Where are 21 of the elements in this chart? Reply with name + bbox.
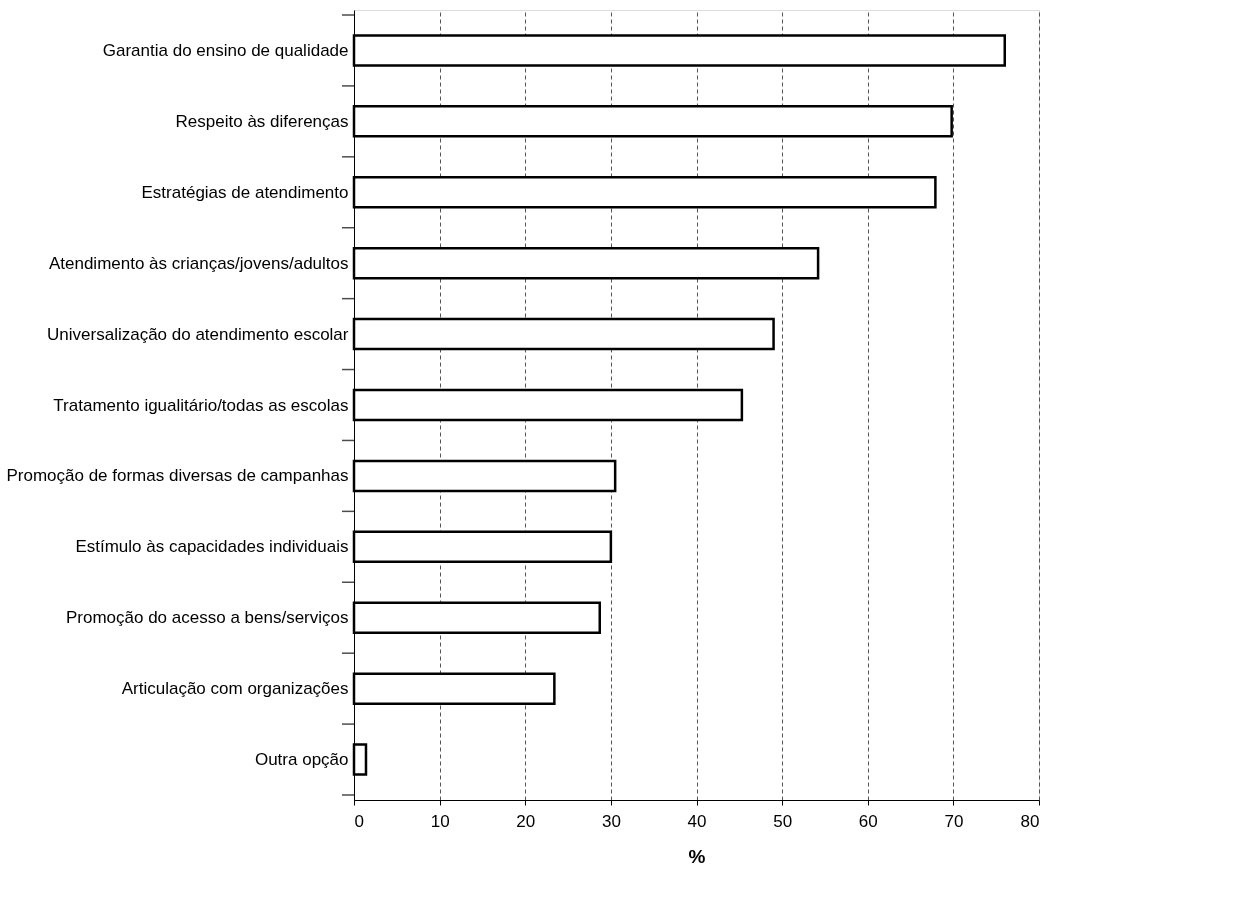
x-tick-label: 70 [944, 811, 964, 831]
y-tick-label: Garantia do ensino de qualidade [102, 40, 349, 60]
y-tick-label: Promoção do acesso a bens/serviços [65, 608, 349, 628]
x-tick-label: 80 [1020, 811, 1040, 831]
y-tick-label: Articulação com organizações [121, 679, 349, 699]
x-tick-label: 50 [773, 811, 793, 831]
x-tick-label: 40 [687, 811, 707, 831]
y-tick-label: Promoção de formas diversas de campanhas [6, 466, 349, 486]
y-tick-label: Estratégias de atendimento [141, 182, 349, 202]
x-tick-label: 0 [354, 811, 364, 831]
x-axis-title: % [688, 845, 706, 867]
y-tick-label: Tratamento igualitário/todas as escolas [53, 395, 349, 415]
y-tick-label: Atendimento às crianças/jovens/adultos [48, 253, 349, 273]
x-tick-label: 20 [516, 811, 536, 831]
x-tick-label: 30 [601, 811, 621, 831]
y-tick-label: Universalização do atendimento escolar [47, 324, 349, 344]
y-tick-label: Estímulo às capacidades individuais [75, 537, 349, 557]
x-tick-label: 60 [858, 811, 878, 831]
x-tick-label: 10 [430, 811, 450, 831]
y-tick-label: Respeito às diferenças [175, 111, 349, 131]
y-tick-label: Outra opção [254, 750, 349, 770]
